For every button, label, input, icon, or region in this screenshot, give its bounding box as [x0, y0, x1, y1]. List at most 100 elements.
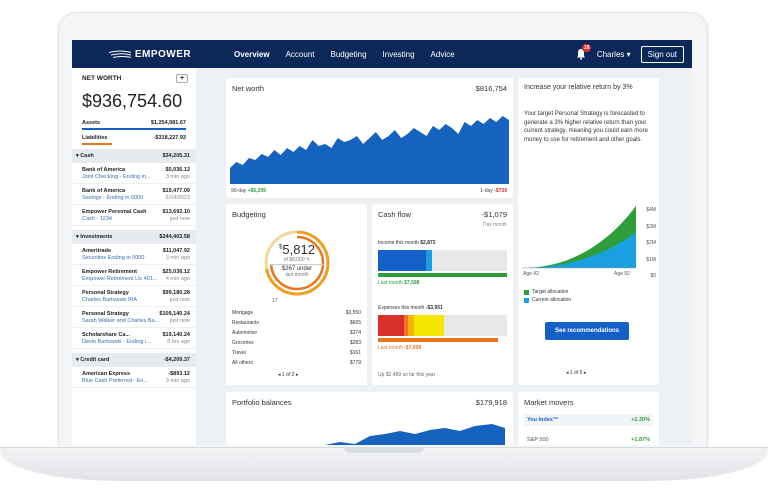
budget-pager-label: 1 of 2 [281, 372, 295, 378]
advice-pager: ◂ 1 of 5 ▸ [566, 370, 586, 376]
credit-section-header[interactable]: Credit card -$4,209.37 [72, 353, 196, 367]
advice-card: Increase your relative return by 3% Your… [518, 78, 659, 385]
expense-seg-4 [414, 315, 444, 336]
budget-of-label: of $8,000 [283, 257, 305, 263]
budget-category-row[interactable]: Mortgage $3,550 [226, 308, 367, 318]
expense-last-month: Last month -$7,098 [378, 345, 421, 351]
assets-bar [82, 128, 186, 130]
mover-row-sp500[interactable]: S&P 500 +1.87% [524, 434, 653, 445]
budget-category-row[interactable]: Groceries $283 [226, 338, 367, 348]
sign-out-button[interactable]: Sign out [640, 45, 684, 63]
budget-category-row[interactable]: All others $779 [226, 358, 367, 368]
cash-section-header[interactable]: Cash $34,205.31 [72, 149, 196, 163]
advice-next-icon[interactable]: ▸ [583, 370, 587, 376]
liabilities-bar [82, 143, 112, 145]
laptop-notch [344, 447, 424, 453]
user-menu[interactable]: Charles ▾ [596, 49, 631, 59]
budget-ring-center: $5,812 of $8,000 ✎ $267 under last month [262, 242, 332, 278]
account-balance: $11,047.92 [162, 248, 190, 254]
y-tick-3m: $3M [646, 223, 656, 230]
account-name: Ameritrade [82, 248, 112, 254]
cash-flow-period: This month [482, 222, 507, 228]
notifications-bell-icon[interactable]: 18 [575, 44, 592, 60]
account-row[interactable]: Bank of America Joint Checking - Ending … [72, 163, 196, 184]
budget-category-label: Automotive [232, 330, 258, 336]
account-name: Scholarshare Ca... [82, 332, 130, 338]
budget-period: last month [285, 272, 309, 278]
liabilities-row[interactable]: Liabilities -$318,227.93 [72, 133, 196, 143]
budget-category-row[interactable]: Travel $161 [226, 348, 367, 358]
edit-budget-icon[interactable]: ✎ [306, 257, 311, 263]
account-row[interactable]: Empower Personal Cash Cash - 1234 $13,69… [72, 205, 196, 226]
projection-legend: Target allocation Current allocation [524, 289, 571, 305]
income-last-value: $7,598 [404, 280, 420, 286]
account-balance: $25,036.12 [162, 269, 190, 275]
legend-target-label: Target allocation [532, 289, 569, 295]
budget-prev-icon[interactable]: ◂ [278, 372, 281, 378]
budget-category-row[interactable]: Restaurants $665 [226, 318, 367, 328]
cash-section-label: Cash [76, 153, 93, 159]
market-movers-card[interactable]: Market movers You Index™ +2.30% S&P 500 … [518, 392, 659, 445]
budget-category-value: $374 [349, 330, 361, 336]
legend-current-swatch [524, 297, 529, 303]
nav-account[interactable]: Account [285, 49, 315, 59]
expense-last-label: Last month [378, 345, 403, 351]
portfolio-balances-card[interactable]: Portfolio balances $179,918 [226, 392, 513, 445]
cash-account-list: Bank of America Joint Checking - Ending … [72, 163, 196, 226]
mover-1-name: You Index™ [527, 417, 559, 423]
account-name: Bank of America [82, 188, 126, 194]
income-value: $2,872 [420, 240, 436, 246]
nav-advice[interactable]: Advice [430, 49, 455, 59]
expense-seg-1 [378, 315, 404, 336]
nav-investing[interactable]: Investing [382, 49, 415, 59]
income-last-label: Last month [378, 280, 403, 286]
budget-category-row[interactable]: Automotive $374 [226, 328, 367, 338]
nav-budgeting[interactable]: Budgeting [330, 49, 367, 59]
cash-flow-value: -$1,079 [481, 210, 507, 219]
account-updated: 3 min ago [165, 378, 190, 384]
brand-name: EMPOWER [134, 48, 192, 60]
budget-category-list: Mortgage $3,550 Restaurants $665 Automot… [226, 308, 367, 368]
liabilities-value: -$318,227.93 [153, 135, 186, 141]
mover-row-you-index[interactable]: You Index™ +2.30% [524, 414, 653, 426]
assets-label: Assets [82, 120, 101, 126]
net-worth-90day: 90-day +$6,299 [231, 188, 266, 194]
cash-flow-card[interactable]: Cash flow -$1,079 This month Income this… [372, 204, 513, 385]
budget-category-value: $283 [349, 340, 361, 346]
brand-logo[interactable]: EMPOWER [80, 49, 220, 60]
add-account-button[interactable]: + [176, 74, 188, 83]
account-row[interactable]: American Express Blue Cash Preferred - E… [72, 367, 196, 388]
account-balance: $99,180.28 [162, 290, 190, 296]
assets-row[interactable]: Assets $1,254,981.67 [72, 118, 196, 128]
current-allocation-area [522, 232, 636, 268]
account-subtitle: Cash - 1234 [82, 216, 112, 222]
advice-prev-icon[interactable]: ◂ [566, 370, 569, 376]
investments-section-header[interactable]: Investments $244,403.58 [72, 230, 196, 244]
account-row[interactable]: Bank of America Savings - Ending in 0000… [72, 184, 196, 205]
ninety-day-label: 90-day [231, 188, 247, 194]
liabilities-label: Liabilities [82, 135, 108, 141]
account-row[interactable]: Personal Strategy Charles Bartowski IRA … [72, 286, 196, 307]
nav-overview[interactable]: Overview [234, 49, 270, 59]
cash-section-total: $34,205.31 [162, 153, 190, 159]
credit-section-label: Credit card [76, 357, 109, 363]
account-row[interactable]: Ameritrade Securities Ending in 0000 $11… [72, 244, 196, 265]
account-balance: $5,036.12 [165, 167, 190, 173]
account-row[interactable]: Scholarshare Ca... Devin Bartowski - End… [72, 328, 196, 349]
one-day-change: -$739 [494, 188, 507, 194]
expense-seg-3 [408, 315, 414, 336]
budget-of: of $8,000 ✎ [262, 257, 332, 263]
account-row[interactable]: Personal Strategy Sarah Walker and Charl… [72, 307, 196, 328]
account-updated: 8 hrs ago [167, 339, 190, 345]
income-last-month-bar [378, 273, 507, 277]
net-worth-card[interactable]: Net worth $816,754 90-day +$6,299 1-day … [226, 78, 513, 198]
mover-2-change: +1.87% [631, 437, 650, 443]
account-row[interactable]: Empower Retirement Empower Retirement Ll… [72, 265, 196, 286]
budgeting-card[interactable]: Budgeting $5,812 of $8,000 ✎ $267 under … [226, 204, 367, 385]
account-balance: $109,140.24 [159, 311, 190, 317]
expense-last-month-bar [378, 338, 498, 342]
see-recommendations-button[interactable]: See recommendations [545, 322, 629, 340]
brand-mark-icon [108, 50, 131, 58]
account-subtitle: Joint Checking - Ending in... [82, 174, 151, 180]
budget-next-icon[interactable]: ▸ [295, 372, 299, 378]
